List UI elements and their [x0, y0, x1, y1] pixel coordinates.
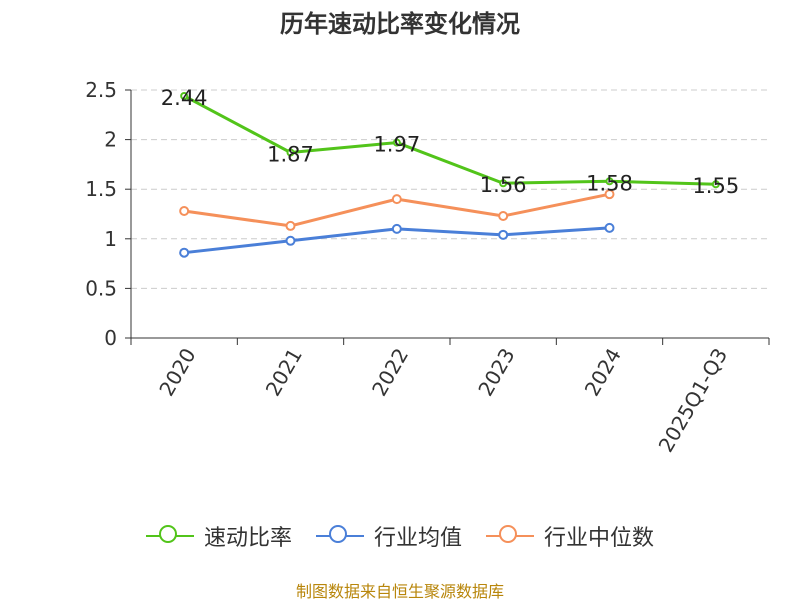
data-point [498, 229, 509, 240]
data-point [604, 222, 615, 233]
y-tick-label: 0.5 [85, 276, 117, 300]
y-tick-label: 2 [104, 128, 117, 152]
legend-item[interactable]: 行业均值 [315, 520, 462, 552]
y-tick-label: 1.5 [85, 177, 117, 201]
data-point [604, 189, 615, 200]
series-lines [179, 91, 720, 258]
legend-swatch [315, 524, 364, 548]
data-label: 1.58 [586, 171, 633, 195]
legend-item[interactable]: 行业中位数 [486, 520, 654, 552]
y-tick-label: 1 [104, 227, 117, 251]
legend-swatch [145, 524, 194, 548]
axes: 0 0.5 1 1.5 2 2.5 2020 2021 2022 2023 2024 2025Q1-Q… [85, 78, 770, 456]
data-point [605, 177, 614, 186]
legend-label: 速动比率 [203, 526, 292, 551]
data-point [179, 206, 190, 217]
data-labels: 2.44 1.87 1.97 1.56 1.58 1.55 [161, 86, 739, 198]
x-tick-label: 2023 [473, 344, 519, 400]
data-label: 1.55 [692, 174, 739, 198]
data-point [392, 138, 401, 147]
data-point [180, 91, 189, 100]
legend-label: 行业中位数 [544, 526, 655, 551]
x-tick-label: 2024 [580, 344, 626, 400]
grid-lines [131, 89, 769, 289]
chart-plot: 0 0.5 1 1.5 2 2.5 2020 2021 2022 2023 2024 2025Q1-Q… [85, 78, 770, 456]
data-point [285, 235, 296, 246]
data-label: 2.44 [161, 86, 208, 110]
data-point [391, 223, 402, 234]
legend-label: 行业均值 [373, 526, 462, 551]
data-point [498, 210, 509, 221]
data-point [499, 179, 508, 188]
legend: 速动比率 行业均值 行业中位数 [0, 520, 800, 552]
data-point [711, 180, 720, 189]
data-label: 1.97 [373, 133, 420, 157]
data-label: 1.87 [267, 142, 314, 166]
x-tick-label: 2020 [154, 344, 200, 400]
data-point [285, 220, 296, 231]
data-point [179, 247, 190, 258]
chart-title: 历年速动比率变化情况 [280, 10, 520, 38]
x-tick-label: 2022 [367, 344, 413, 400]
data-label: 1.56 [480, 173, 527, 197]
data-point [391, 194, 402, 205]
legend-item[interactable]: 速动比率 [145, 520, 292, 552]
y-tick-label: 2.5 [85, 78, 117, 102]
x-tick-label: 2025Q1-Q3 [654, 344, 733, 456]
source-footer: 制图数据来自恒生聚源数据库 [295, 582, 504, 601]
x-tick-label: 2021 [261, 344, 307, 400]
legend-swatch [486, 524, 534, 548]
series-line-0 [183, 94, 716, 186]
y-tick-label: 0 [104, 326, 117, 350]
data-point [286, 148, 295, 157]
